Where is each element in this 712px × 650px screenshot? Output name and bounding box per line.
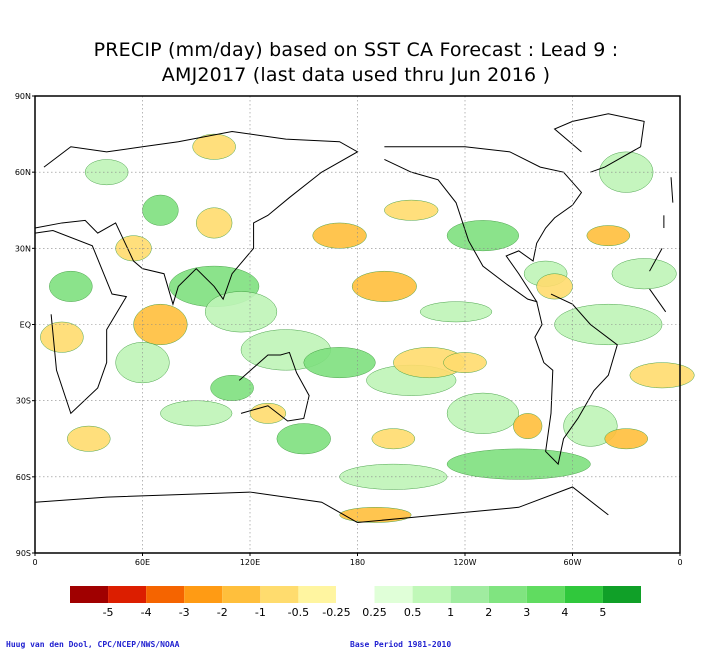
legend-color-box xyxy=(602,586,641,603)
legend-color-box xyxy=(450,586,489,603)
continent-outlines xyxy=(34,113,674,524)
latitude-labels: 90N 60N 30N EQ 30S 60S 90S xyxy=(15,92,35,558)
north-america-outline xyxy=(384,146,583,303)
positive-anomaly-area xyxy=(446,392,519,434)
legend-color-box xyxy=(412,586,451,603)
positive-anomaly-area xyxy=(210,375,254,401)
negative-anomaly-area xyxy=(536,273,573,300)
precip-anomaly-fields xyxy=(40,133,695,523)
positive-anomaly-area xyxy=(446,448,591,480)
legend-label: 5 xyxy=(599,606,606,619)
legend-label: -0.25 xyxy=(322,606,350,619)
legend-label: 4 xyxy=(561,606,568,619)
legend-label: -2 xyxy=(217,606,228,619)
base-period-text: Base Period 1981-2010 xyxy=(350,640,452,649)
longitude-labels: 0 60E 120E 180 120W 60W 0 xyxy=(32,553,683,567)
positive-anomaly-area xyxy=(419,301,493,323)
map-title: PRECIP (mm/day) based on SST CA Forecast… xyxy=(0,38,712,88)
legend-label: -0.5 xyxy=(288,606,309,619)
title-line-2: AMJ2017 (last data used thru Jun 2016 ) xyxy=(161,64,551,86)
legend-label: 2 xyxy=(485,606,492,619)
negative-anomaly-area xyxy=(443,352,487,373)
latitude-label: 30S xyxy=(16,397,31,406)
legend-color-box xyxy=(335,585,376,604)
negative-anomaly-area xyxy=(371,428,416,450)
positive-anomaly-area xyxy=(115,342,170,384)
title-line-1: PRECIP (mm/day) based on SST CA Forecast… xyxy=(93,39,619,61)
europe-asia-outline xyxy=(34,131,359,306)
lat-lon-gridlines xyxy=(35,96,680,553)
legend-label: 0.25 xyxy=(362,606,387,619)
positive-anomaly-area xyxy=(204,291,278,333)
longitude-label: 120E xyxy=(240,558,260,567)
africa-outline xyxy=(649,248,663,272)
legend-color-box xyxy=(184,586,223,603)
positive-anomaly-area xyxy=(446,220,519,252)
legend-color-box xyxy=(146,586,185,603)
legend-color-box xyxy=(564,586,603,603)
legend-color-box xyxy=(526,586,565,603)
negative-anomaly-area xyxy=(513,413,543,439)
europe-asia-outline xyxy=(670,177,674,203)
negative-anomaly-area xyxy=(40,321,84,353)
negative-anomaly-area xyxy=(586,225,631,247)
legend-label: -3 xyxy=(179,606,190,619)
negative-anomaly-area xyxy=(351,270,417,302)
longitude-label: 0 xyxy=(32,558,37,567)
negative-anomaly-area xyxy=(192,133,236,160)
negative-anomaly-area xyxy=(339,507,412,523)
legend-color-box xyxy=(70,586,109,603)
legend-color-box xyxy=(374,586,413,603)
greenland-outline xyxy=(553,113,645,173)
longitude-label: 120W xyxy=(453,558,476,567)
antarctica-outline xyxy=(34,491,358,523)
positive-anomaly-area xyxy=(611,258,677,290)
negative-anomaly-area xyxy=(384,199,439,221)
latitude-label: 90S xyxy=(16,549,31,558)
latitude-label: 60S xyxy=(16,473,31,482)
credit-text: Huug van den Dool, CPC/NCEP/NWS/NOAA xyxy=(6,640,180,649)
negative-anomaly-area xyxy=(604,428,648,450)
negative-anomaly-area xyxy=(196,207,233,239)
longitude-label: 60W xyxy=(563,558,581,567)
legend-color-box xyxy=(488,586,527,603)
positive-anomaly-area xyxy=(142,194,179,226)
legend-color-box xyxy=(108,586,147,603)
africa-outline xyxy=(34,230,128,415)
antarctica-outline xyxy=(357,486,609,524)
positive-anomaly-area xyxy=(49,270,93,302)
longitude-label: 60E xyxy=(135,558,150,567)
legend-label: -5 xyxy=(103,606,114,619)
positive-anomaly-area xyxy=(303,347,376,379)
legend-label: -1 xyxy=(255,606,266,619)
legend-color-box xyxy=(222,586,261,603)
color-legend: -5 -4 -3 -2 -1 -0.5 -0.25 0.25 0.5 1 2 3 4 5 xyxy=(70,585,641,619)
legend-color-box xyxy=(298,586,337,603)
latitude-label: 60N xyxy=(15,168,31,177)
legend-label: 0.5 xyxy=(404,606,422,619)
positive-anomaly-area xyxy=(563,405,618,447)
negative-anomaly-area xyxy=(312,222,367,249)
negative-anomaly-area xyxy=(629,362,695,389)
positive-anomaly-area xyxy=(160,400,233,427)
longitude-label: 0 xyxy=(677,558,682,567)
south-america-outline xyxy=(534,293,618,466)
africa-outline xyxy=(649,288,667,313)
longitude-label: 180 xyxy=(350,558,365,567)
legend-color-box xyxy=(260,586,299,603)
latitude-label: 30N xyxy=(15,244,31,253)
latitude-label: 90N xyxy=(15,92,31,101)
australia-outline xyxy=(238,351,310,422)
positive-anomaly-area xyxy=(276,423,331,455)
legend-label: 3 xyxy=(523,606,530,619)
map-area xyxy=(34,95,695,554)
legend-label: 1 xyxy=(447,606,454,619)
latitude-label: EQ xyxy=(20,321,31,330)
negative-anomaly-area xyxy=(67,425,111,452)
legend-label: -4 xyxy=(141,606,152,619)
negative-anomaly-area xyxy=(115,235,152,262)
